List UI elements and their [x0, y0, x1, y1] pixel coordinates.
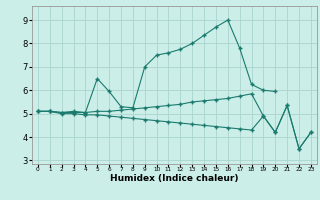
- X-axis label: Humidex (Indice chaleur): Humidex (Indice chaleur): [110, 174, 239, 183]
